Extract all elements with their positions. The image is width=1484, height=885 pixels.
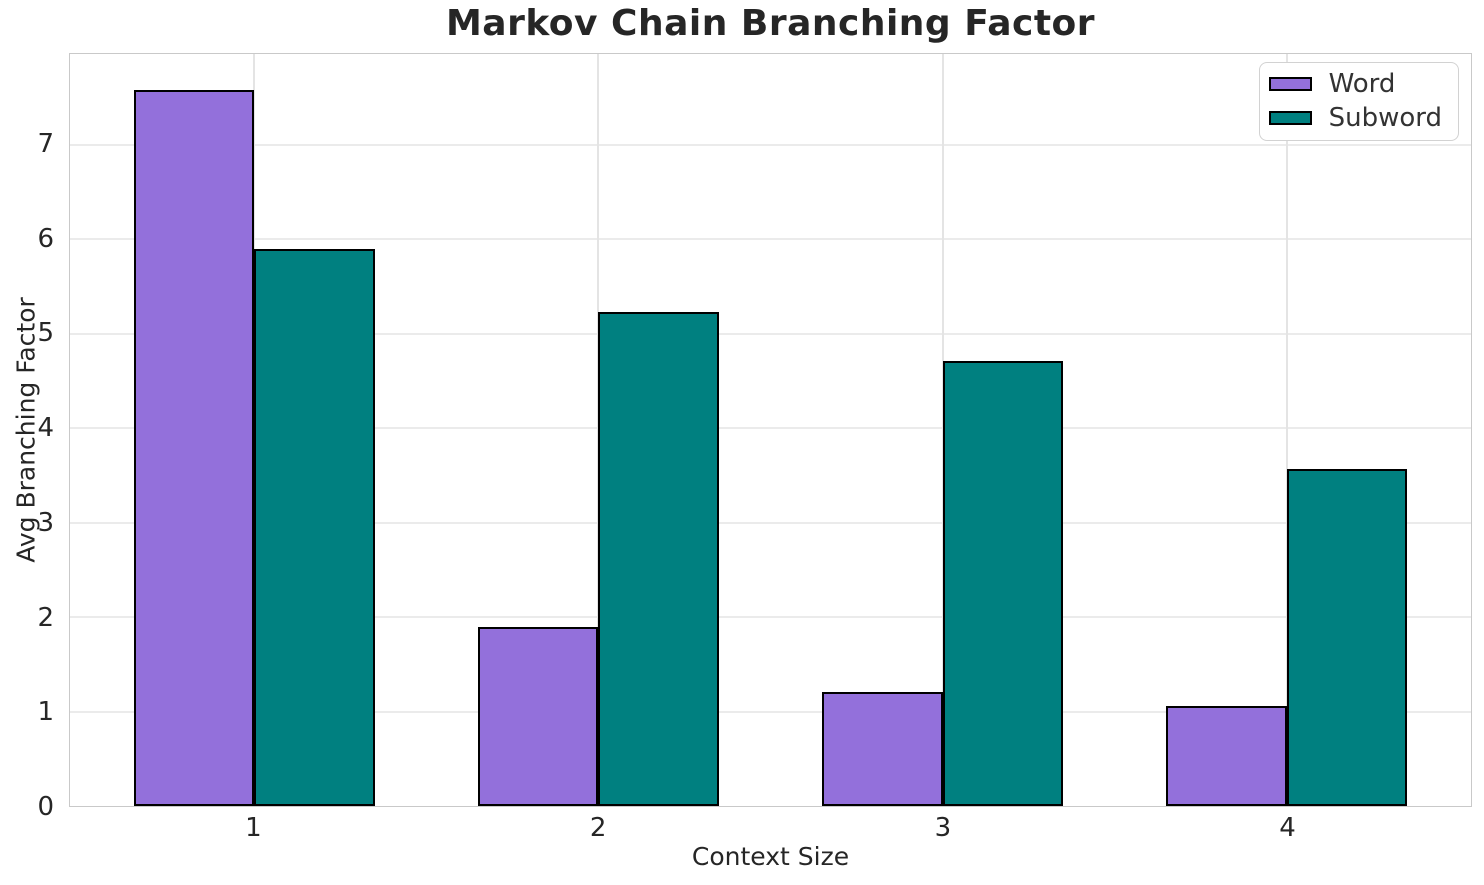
- legend-label-subword: Subword: [1328, 103, 1442, 133]
- h-gridline-7: [70, 143, 1471, 146]
- h-gridline-2: [70, 616, 1471, 619]
- bar-subword-2: [598, 311, 719, 806]
- legend-swatch-subword: [1268, 111, 1312, 125]
- x-tick-label-1: 1: [245, 813, 262, 843]
- bars-layer: [70, 54, 1471, 806]
- y-tick-label-3: 3: [37, 507, 54, 538]
- x-tick-label-2: 2: [589, 813, 607, 843]
- bar-subword-3: [942, 361, 1064, 806]
- legend-label-word: Word: [1328, 69, 1396, 99]
- bar-word-1: [133, 89, 255, 806]
- bar-word-3: [822, 691, 943, 806]
- bar-subword-1: [254, 248, 375, 806]
- chart-title: Markov Chain Branching Factor: [445, 3, 1096, 44]
- h-gridline-4: [70, 427, 1471, 430]
- x-tick-label-4: 4: [1279, 813, 1296, 843]
- x-axis-label: Context Size: [691, 842, 850, 871]
- legend-swatch-word: [1268, 77, 1312, 91]
- y-tick-label-2: 2: [37, 602, 54, 633]
- y-tick-label-0: 0: [37, 792, 54, 822]
- legend-item-word: Word: [1268, 69, 1442, 99]
- x-axis-ticks: 1 2 3 4: [69, 813, 1472, 845]
- v-gridline-4: [1285, 54, 1288, 806]
- plot-area: Word Subword: [69, 53, 1472, 807]
- legend: Word Subword: [1258, 62, 1459, 141]
- y-tick-label-6: 6: [37, 223, 54, 254]
- y-tick-label-5: 5: [37, 318, 54, 349]
- x-tick-label-3: 3: [934, 813, 952, 843]
- h-gridline-6: [70, 238, 1471, 241]
- y-tick-label-7: 7: [37, 128, 54, 159]
- h-gridline-1: [70, 710, 1471, 713]
- bar-word-4: [1166, 705, 1287, 806]
- h-gridline-3: [70, 521, 1471, 524]
- y-tick-label-4: 4: [37, 413, 54, 444]
- legend-item-subword: Subword: [1268, 103, 1442, 133]
- y-axis-ticks: 0 1 2 3 4 5 6 7: [0, 53, 56, 820]
- bar-word-2: [477, 627, 599, 806]
- bar-subword-4: [1286, 468, 1408, 806]
- h-gridline-5: [70, 332, 1471, 335]
- y-tick-label-1: 1: [37, 697, 54, 728]
